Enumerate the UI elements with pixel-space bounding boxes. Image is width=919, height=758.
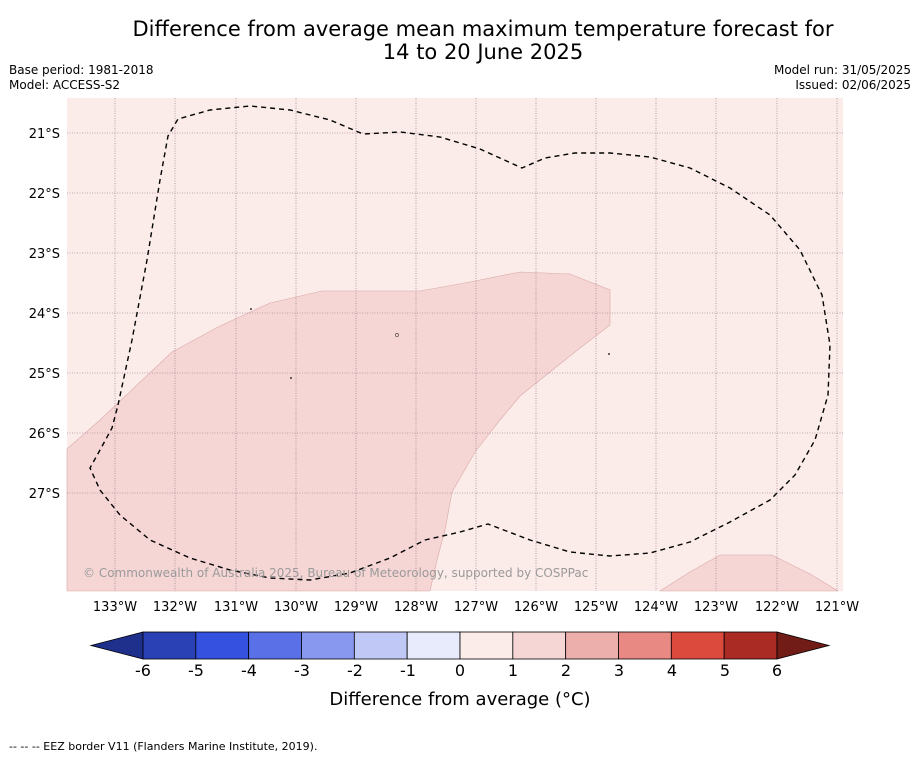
- colorbar-tick-label: 4: [667, 661, 677, 680]
- lon-label: 125°W: [574, 600, 618, 615]
- anomaly-region-main: [66, 271, 611, 592]
- meta-left: Base period: 1981-2018 Model: ACCESS-S2: [9, 63, 154, 93]
- colorbar-tick-label: -1: [400, 661, 416, 680]
- colorbar-tick-label: 0: [455, 661, 465, 680]
- colorbar-box: [618, 631, 672, 660]
- lon-label: 127°W: [454, 600, 498, 615]
- colorbar-box: [195, 631, 250, 660]
- speckle-4: [395, 333, 399, 337]
- colorbar-box: [406, 631, 461, 660]
- lat-label: 25°S: [29, 367, 60, 382]
- colorbar-tick-label: -6: [135, 661, 151, 680]
- colorbar-tick-label: 3: [614, 661, 624, 680]
- colorbar-box: [512, 631, 567, 660]
- chart-title: Difference from average mean maximum tem…: [0, 18, 919, 64]
- lon-label: 126°W: [514, 600, 558, 615]
- title-line-2: 14 to 20 June 2025: [382, 40, 584, 64]
- colorbar-title: Difference from average (°C): [329, 689, 590, 710]
- colorbar: [89, 631, 831, 660]
- colorbar-box: [565, 631, 619, 660]
- colorbar-box: [670, 631, 725, 660]
- colorbar-box: [142, 631, 197, 660]
- lon-label: 123°W: [694, 600, 738, 615]
- lat-label: 26°S: [29, 427, 60, 442]
- colorbar-tick-label: -2: [347, 661, 363, 680]
- lat-label: 23°S: [29, 247, 60, 262]
- speckle-1: [250, 308, 252, 310]
- lat-label: 27°S: [29, 487, 60, 502]
- lon-label: 121°W: [815, 600, 859, 615]
- model-name: Model: ACCESS-S2: [9, 78, 121, 92]
- colorbar-box: [723, 631, 778, 660]
- lon-labels: 133°W 132°W 131°W 130°W 129°W 128°W 127°…: [93, 600, 859, 615]
- lat-label: 21°S: [29, 127, 60, 142]
- copyright-text: © Commonwealth of Australia 2025, Bureau…: [83, 566, 588, 580]
- speckle-2: [290, 377, 292, 379]
- lon-label: 132°W: [153, 600, 197, 615]
- lon-label: 130°W: [274, 600, 318, 615]
- lon-label: 128°W: [394, 600, 438, 615]
- colorbar-tick-label: -4: [241, 661, 257, 680]
- eez-legend-note: -- -- -- EEZ border V11 (Flanders Marine…: [9, 740, 318, 753]
- meta-right: Model run: 31/05/2025 Issued: 02/06/2025: [774, 63, 911, 93]
- lon-label: 124°W: [634, 600, 678, 615]
- colorbar-extend-low: [89, 631, 144, 660]
- speckle-3: [608, 353, 610, 355]
- model-run: Model run: 31/05/2025: [773, 63, 911, 77]
- gridlines: [67, 98, 843, 591]
- colorbar-tick-label: -5: [188, 661, 204, 680]
- lon-label: 122°W: [755, 600, 799, 615]
- colorbar-box: [353, 631, 408, 660]
- colorbar-tick-label: -3: [294, 661, 310, 680]
- base-period: Base period: 1981-2018: [9, 63, 154, 77]
- lon-label: 129°W: [334, 600, 378, 615]
- eez-border: [89, 105, 831, 581]
- title-line-1: Difference from average mean maximum tem…: [132, 17, 834, 41]
- lon-label: 133°W: [93, 600, 137, 615]
- issued-date: Issued: 02/06/2025: [795, 78, 911, 92]
- colorbar-ticks: -6 -5 -4 -3 -2 -1 0 1 2 3 4 5 6: [135, 661, 782, 680]
- colorbar-extend-high: [776, 631, 831, 660]
- colorbar-tick-label: 5: [720, 661, 730, 680]
- colorbar-box: [459, 631, 514, 660]
- colorbar-tick-label: 6: [772, 661, 782, 680]
- colorbar-tick-label: 2: [561, 661, 571, 680]
- colorbar-box: [248, 631, 302, 660]
- anomaly-region-southeast: [658, 554, 840, 592]
- lat-label: 22°S: [29, 187, 60, 202]
- lon-label: 131°W: [214, 600, 258, 615]
- lat-label: 24°S: [29, 307, 60, 322]
- lat-labels: 21°S 22°S 23°S 24°S 25°S 26°S 27°S: [29, 127, 60, 502]
- colorbar-box: [301, 631, 355, 660]
- colorbar-tick-label: 1: [508, 661, 518, 680]
